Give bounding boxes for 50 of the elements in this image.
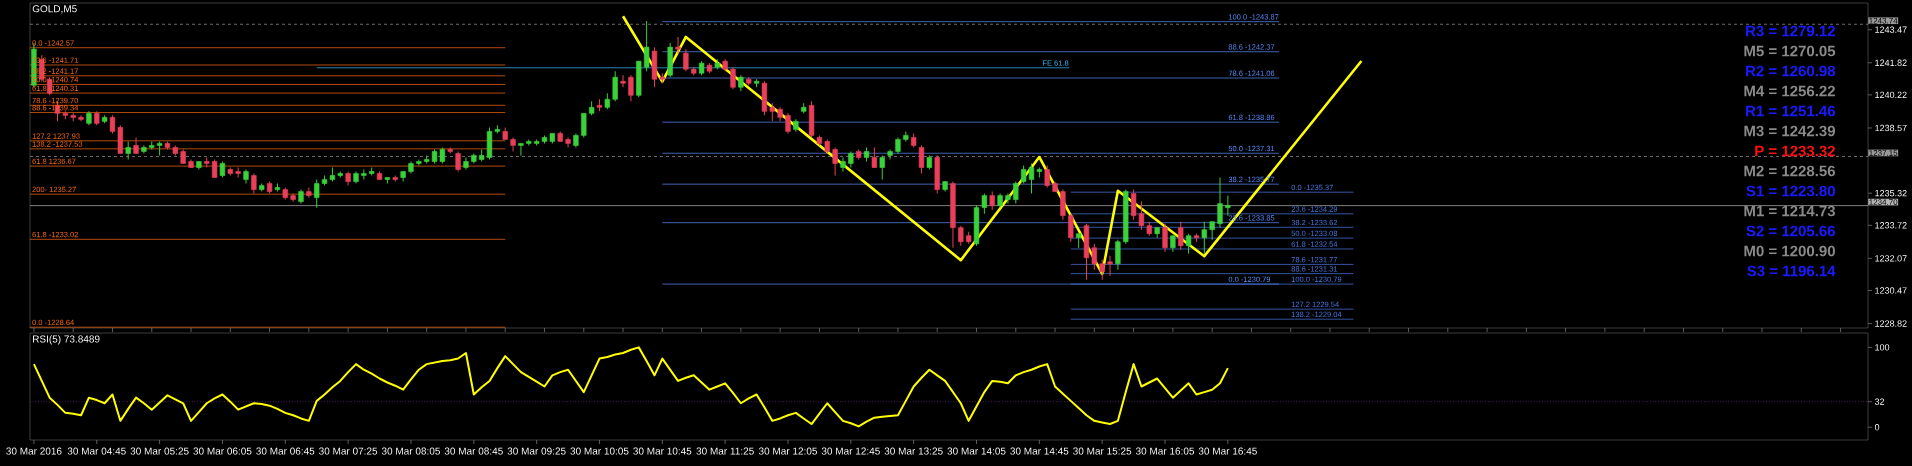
x-tick-label: 30 Mar 06:05: [193, 447, 252, 455]
x-tick-label: 30 Mar 05:25: [130, 447, 189, 455]
x-tick-label: 30 Mar 12:05: [758, 447, 818, 455]
y-tick-label: 0: [1874, 424, 1880, 431]
ref-line-label: 1237.15: [1869, 150, 1898, 156]
annotation: S1 = 1223.80: [1746, 185, 1835, 197]
x-tick-label: 30 Mar 04:45: [67, 447, 126, 455]
chart-title: GOLD,M5: [32, 5, 77, 14]
chart-title: RSI(5) 73.8489: [33, 335, 100, 345]
x-tick-label: 30 Mar 14:45: [1010, 447, 1069, 455]
y-tick-label: 1235.32: [1875, 189, 1907, 197]
y-tick-label: 1233.72: [1875, 222, 1907, 229]
x-tick-label: 30 Mar 15:25: [1073, 447, 1132, 455]
annotation: M4 = 1256.22: [1744, 85, 1835, 97]
x-tick-label: 30 Mar 06:45: [256, 447, 315, 455]
y-tick-label: 1238.57: [1875, 124, 1907, 132]
annotation: P = 1233.32: [1755, 145, 1835, 157]
annotation: S3 = 1196.14: [1747, 265, 1836, 277]
x-tick-label: 30 Mar 11:25: [696, 447, 754, 455]
annotation: M3 = 1242.39: [1744, 125, 1836, 137]
y-tick-label: 1240.22: [1875, 91, 1907, 99]
x-tick-label: 30 Mar 12:45: [821, 447, 880, 455]
y-tick-label: 1241.82: [1875, 59, 1907, 66]
x-tick-label: 30 Mar 07:25: [319, 447, 378, 455]
annotation: M5 = 1270.05: [1744, 45, 1836, 57]
y-tick-label: 1243.47: [1875, 26, 1907, 33]
annotation: M2 = 1228.56: [1744, 165, 1836, 177]
annotation: R3 = 1279.12: [1746, 25, 1835, 37]
annotation: M0 = 1200.90: [1744, 245, 1835, 257]
ref-line-label: 1243.74: [1869, 17, 1898, 24]
y-tick-label: 32: [1874, 398, 1885, 405]
x-tick-label: 30 Mar 16:45: [1198, 447, 1257, 455]
annotation: S2 = 1205.66: [1746, 225, 1836, 237]
ref-line-label: 1234.70: [1869, 199, 1898, 205]
x-tick-label: 30 Mar 09:25: [507, 447, 566, 455]
x-tick-label: 30 Mar 08:05: [381, 447, 440, 455]
annotation: M1 = 1214.73: [1744, 205, 1836, 217]
x-tick-label: 30 Mar 10:05: [570, 447, 629, 455]
annotation: R2 = 1260.98: [1746, 65, 1836, 77]
x-tick-label: 30 Mar 10:45: [633, 447, 692, 455]
x-tick-label: 30 Mar 16:05: [1135, 447, 1195, 455]
y-tick-label: 1232.07: [1875, 255, 1907, 262]
annotation: R1 = 1251.46: [1746, 105, 1836, 117]
x-tick-label: 30 Mar 14:05: [947, 447, 1006, 455]
y-tick-label: 100: [1875, 344, 1890, 351]
y-tick-label: 1230.47: [1875, 287, 1907, 294]
x-tick-label: 30 Mar 13:25: [884, 447, 943, 455]
y-tick-label: 1228.82: [1875, 320, 1907, 327]
x-tick-label: 30 Mar 2016: [6, 447, 62, 455]
x-tick-label: 30 Mar 08:45: [444, 447, 503, 455]
